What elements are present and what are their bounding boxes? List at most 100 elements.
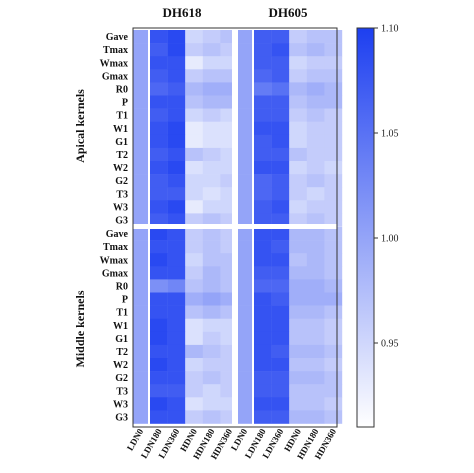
heatmap-cell	[185, 344, 203, 359]
heatmap-cell	[271, 358, 290, 372]
heatmap-cell	[150, 108, 168, 122]
heatmap-cell	[271, 95, 290, 109]
row-label: G3	[115, 215, 128, 226]
heatmap-cell	[306, 147, 325, 162]
heatmap-cell	[167, 384, 186, 398]
heatmap-cell	[324, 82, 343, 96]
heatmap-cell	[150, 134, 168, 149]
heatmap-cell	[254, 279, 272, 293]
heatmap-cell	[324, 371, 343, 385]
row-label: W2	[113, 163, 128, 174]
heatmap-cell	[133, 161, 148, 175]
row-label: R0	[116, 281, 128, 292]
heatmap-cell	[150, 331, 168, 346]
heatmap-cell	[271, 69, 290, 83]
heatmap-cell	[167, 43, 186, 57]
heatmap-cell	[306, 344, 325, 359]
heatmap-cell	[306, 213, 325, 227]
heatmap-cell	[324, 266, 343, 280]
colorbar-tick-label: 1.00	[381, 234, 399, 245]
heatmap-cell	[133, 279, 148, 293]
heatmap-cell	[202, 200, 221, 214]
heatmap-cell	[289, 56, 307, 70]
row-label: G1	[115, 334, 128, 345]
heatmap-cell	[133, 174, 148, 188]
heatmap-cell	[254, 213, 272, 227]
row-label: Wmax	[100, 255, 128, 266]
heatmap-cell	[271, 200, 290, 214]
heatmap-cell	[306, 292, 325, 306]
heatmap-cell	[202, 43, 221, 57]
heatmap-cell	[150, 305, 168, 319]
heatmap-cell	[185, 121, 203, 136]
heatmap-cell	[271, 147, 290, 162]
heatmap-cell	[237, 108, 252, 122]
row-label: W3	[113, 202, 128, 213]
row-label: R0	[116, 84, 128, 95]
heatmap-cell	[202, 121, 221, 136]
row-label: G2	[115, 176, 128, 187]
heatmap-cell	[202, 279, 221, 293]
heatmap-cell	[254, 187, 272, 201]
heatmap-cell	[202, 174, 221, 188]
heatmap-cell	[150, 82, 168, 96]
heatmap-cell	[202, 147, 221, 162]
heatmap-cell	[289, 161, 307, 175]
heatmap-cell	[254, 134, 272, 149]
heatmap-cell	[271, 266, 290, 280]
heatmap-cell	[289, 318, 307, 333]
heatmap-cell	[150, 95, 168, 109]
heatmap-cell	[324, 121, 343, 136]
heatmap-cell	[237, 174, 252, 188]
heatmap-cell	[185, 147, 203, 162]
heatmap-cell	[150, 318, 168, 333]
heatmap-cell	[324, 161, 343, 175]
heatmap-cell	[237, 410, 252, 424]
heatmap-cell	[133, 266, 148, 280]
heatmap-cell	[167, 30, 186, 44]
heatmap-cell	[167, 266, 186, 280]
heatmap-cell	[185, 134, 203, 149]
heatmap-cell	[185, 279, 203, 293]
heatmap-cell	[306, 279, 325, 293]
row-label: P	[122, 98, 128, 109]
heatmap-cell	[254, 30, 272, 44]
heatmap-cell	[167, 331, 186, 346]
heatmap-cell	[133, 318, 148, 333]
heatmap-cells	[132, 27, 343, 428]
heatmap-cell	[133, 253, 148, 267]
heatmap-cell	[306, 69, 325, 83]
heatmap-cell	[150, 397, 168, 411]
heatmap-cell	[289, 174, 307, 188]
heatmap-cell	[202, 371, 221, 385]
heatmap-cell	[254, 318, 272, 333]
heatmap-cell	[289, 69, 307, 83]
heatmap-cell	[150, 240, 168, 254]
heatmap-cell	[306, 371, 325, 385]
heatmap-cell	[306, 410, 325, 424]
heatmap-cell	[133, 331, 148, 346]
row-label: Gave	[106, 229, 129, 240]
heatmap-cell	[237, 397, 252, 411]
heatmap-cell	[324, 69, 343, 83]
heatmap-cell	[289, 305, 307, 319]
heatmap-cell	[202, 318, 221, 333]
heatmap-cell	[271, 108, 290, 122]
panel-title-dh618: DH618	[163, 5, 203, 20]
heatmap-cell	[289, 134, 307, 149]
heatmap-cell	[254, 410, 272, 424]
heatmap-cell	[167, 56, 186, 70]
heatmap-cell	[150, 121, 168, 136]
heatmap-cell	[167, 108, 186, 122]
row-label: T1	[116, 308, 128, 319]
heatmap-cell	[306, 227, 325, 241]
heatmap-cell	[306, 318, 325, 333]
heatmap-cell	[167, 253, 186, 267]
row-label: T3	[116, 189, 128, 200]
heatmap-cell	[202, 82, 221, 96]
heatmap-cell	[237, 43, 252, 57]
heatmap-cell	[289, 266, 307, 280]
heatmap-cell	[324, 279, 343, 293]
heatmap-cell	[237, 358, 252, 372]
